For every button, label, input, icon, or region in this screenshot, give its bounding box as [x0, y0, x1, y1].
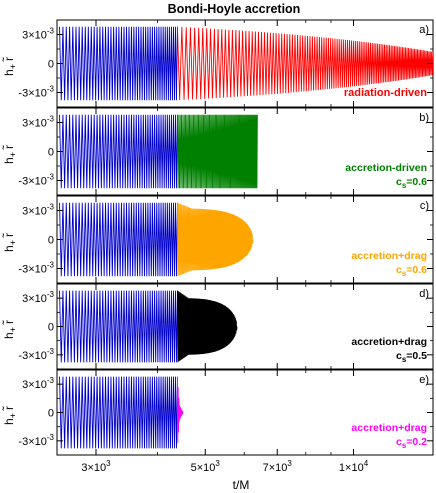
x-tick-label: 1×104 [339, 459, 369, 474]
y-tick-label: -3×10-3 [18, 173, 54, 188]
plot-area [59, 114, 258, 189]
y-tick-label: 0 [48, 147, 54, 159]
panel-b: -3×10-3 0 3×10-3 h+r̃ b) accretion-driven cs=0… [1, 107, 434, 196]
x-axis-label: t/M [233, 478, 250, 492]
sound-speed-annotation: cs=0.6 [396, 176, 427, 190]
y-tick-label: 3×10-3 [22, 115, 54, 130]
y-tick-label: 0 [48, 408, 54, 420]
series-annotation: accretion+drag [351, 336, 427, 348]
panel-label: e) [419, 374, 429, 386]
series-waveform [176, 290, 238, 363]
sound-speed-annotation: cs=0.5 [396, 350, 427, 364]
y-axis-label: h+r̃ [1, 57, 18, 76]
plot-area [59, 26, 433, 101]
y-tick-label: -3×10-3 [18, 433, 54, 448]
panel-d: -3×10-3 0 3×10-3 h+r̃ d) accretion+drag cs=0.5 [1, 283, 434, 370]
x-tick-labels: 3×103 5×103 7×103 1×104 [81, 459, 368, 474]
y-tick-label: 3×10-3 [22, 376, 54, 391]
panels: -3×10-303×10-3h+r̃a)radiation-driven-3×1… [1, 19, 434, 456]
inspiral-waveform [59, 202, 178, 277]
y-tick-label: 3×10-3 [22, 27, 54, 42]
series-waveform [176, 376, 184, 444]
plot-area [59, 202, 254, 277]
inspiral-waveform [59, 290, 178, 363]
y-axis-label: h+r̃ [1, 145, 18, 164]
series-annotation: accretion+drag [351, 250, 427, 262]
series-waveform [176, 202, 254, 277]
y-tick-label: -3×10-3 [18, 85, 54, 100]
y-tick-label: 3×10-3 [22, 290, 54, 305]
x-tick-label: 7×103 [263, 459, 293, 474]
series-waveform [176, 26, 433, 101]
inspiral-waveform [59, 376, 178, 449]
series-annotation: accretion+drag [351, 422, 427, 434]
panel-c: -3×10-3 0 3×10-3 h+r̃ c) accretion+drag cs=0.6 [1, 195, 434, 284]
plot-area [59, 376, 184, 449]
sound-speed-annotation: cs=0.6 [396, 264, 427, 278]
panel-label: c) [420, 200, 429, 212]
panel-label: b) [419, 112, 429, 124]
y-tick-label: 3×10-3 [22, 203, 54, 218]
panel-e: -3×10-3 0 3×10-3 h+r̃ e) accretion+drag cs=0.2 [1, 369, 434, 456]
y-axis-label: h+r̃ [1, 406, 18, 425]
series-annotation: accretion-driven [345, 162, 427, 174]
plot-area [59, 290, 238, 363]
series-waveform [176, 114, 258, 189]
sound-speed-annotation: cs=0.2 [396, 436, 427, 450]
panel-label: a) [419, 24, 429, 36]
y-tick-label: -3×10-3 [18, 261, 54, 276]
inspiral-waveform [59, 114, 178, 189]
inspiral-waveform [59, 26, 178, 101]
x-tick-label: 5×103 [191, 459, 221, 474]
y-tick-label: -3×10-3 [18, 347, 54, 362]
x-tick-label: 3×103 [81, 459, 111, 474]
y-axis-label: h+r̃ [1, 233, 18, 252]
series-annotation: radiation-driven [344, 87, 427, 99]
y-axis-label: h+r̃ [1, 320, 18, 339]
y-tick-label: 0 [48, 235, 54, 247]
y-tick-label: 0 [48, 59, 54, 71]
panel-label: d) [419, 288, 429, 300]
panel-a: -3×10-3 0 3×10-3 h+r̃ a) radiation-driven [1, 19, 434, 108]
figure-title: Bondi-Hoyle accretion [168, 2, 301, 16]
y-tick-label: 0 [48, 322, 54, 334]
